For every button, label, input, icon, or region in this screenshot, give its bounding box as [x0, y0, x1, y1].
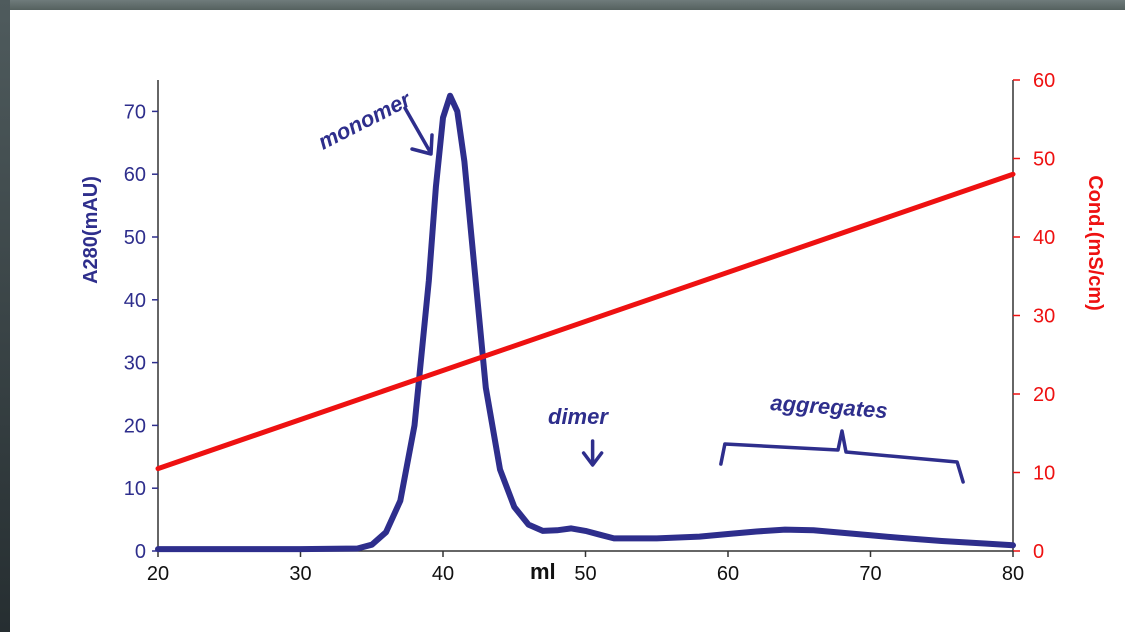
dimer-arrow-head: [581, 451, 604, 467]
monomer-arrow-head: [410, 133, 434, 156]
x-tick-label: 20: [147, 563, 169, 585]
conductivity-line: [155, 171, 1016, 472]
x-tick-label: 60: [717, 563, 739, 585]
x-tick-label: 30: [289, 563, 311, 585]
right-y-axis-label: Cond.(mS/cm): [1084, 175, 1106, 311]
right-y-tick-label: 20: [1033, 384, 1055, 406]
absorbance-line: [155, 92, 1016, 553]
x-tick-label: 40: [432, 563, 454, 585]
window-frame-left: [0, 0, 10, 632]
annotation-aggregates: aggregates: [770, 390, 889, 423]
right-y-tick-label: 0: [1033, 541, 1044, 563]
right-y-tick-label: 30: [1033, 306, 1055, 328]
annotation-monomer: monomer: [314, 86, 416, 154]
x-tick-label: 70: [859, 563, 881, 585]
window-frame-top: [0, 0, 1125, 10]
right-y-tick-label: 50: [1033, 149, 1055, 171]
aggregates-bracket: [719, 429, 965, 484]
x-axis-label: ml: [530, 559, 556, 584]
right-y-tick-label: 10: [1033, 463, 1055, 485]
left-y-tick-label: 50: [124, 227, 146, 249]
left-y-tick-label: 30: [124, 353, 146, 375]
left-y-tick-label: 20: [124, 415, 146, 437]
x-tick-label: 80: [1002, 563, 1024, 585]
left-y-tick-label: 0: [135, 541, 146, 563]
left-y-tick-label: 40: [124, 290, 146, 312]
monomer-arrow-shaft: [403, 106, 431, 152]
annotation-dimer: dimer: [548, 404, 609, 429]
x-tick-label: 50: [574, 563, 596, 585]
right-y-tick-label: 40: [1033, 227, 1055, 249]
left-y-tick-label: 70: [124, 101, 146, 123]
right-y-tick-label: 60: [1033, 70, 1055, 92]
left-y-tick-label: 60: [124, 164, 146, 186]
left-y-axis-label: A280(mAU): [80, 176, 102, 284]
left-y-tick-label: 10: [124, 478, 146, 500]
